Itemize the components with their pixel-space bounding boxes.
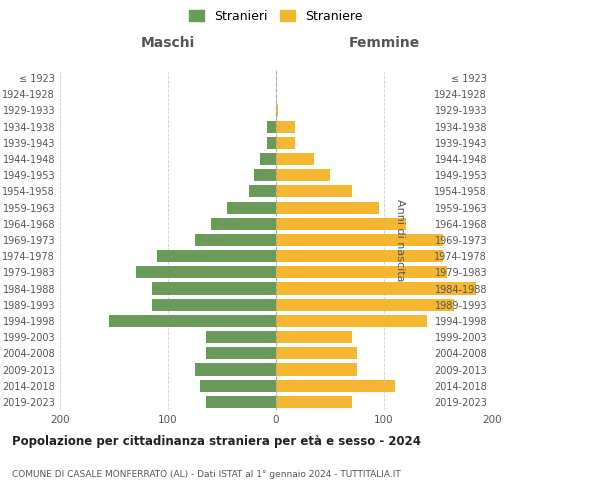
Text: Femmine: Femmine [349,36,419,50]
Bar [195,234,276,246]
Text: COMUNE DI CASALE MONFERRATO (AL) - Dati ISTAT al 1° gennaio 2024 - TUTTITALIA.IT: COMUNE DI CASALE MONFERRATO (AL) - Dati … [12,470,401,479]
Bar [276,266,446,278]
Y-axis label: Anni di nascita: Anni di nascita [395,198,406,281]
Bar [276,348,357,360]
Bar [276,282,476,294]
Bar [276,250,443,262]
Bar [260,153,276,165]
Bar [249,186,276,198]
Bar [195,364,276,376]
Bar [276,380,395,392]
Bar [211,218,276,230]
Bar [157,250,276,262]
Bar [276,331,352,343]
Bar [276,104,278,117]
Bar [206,331,276,343]
Text: Popolazione per cittadinanza straniera per età e sesso - 2024: Popolazione per cittadinanza straniera p… [12,435,421,448]
Bar [206,348,276,360]
Bar [109,315,276,327]
Bar [254,169,276,181]
Bar [276,137,295,149]
Bar [227,202,276,213]
Bar [276,120,295,132]
Bar [276,234,443,246]
Bar [200,380,276,392]
Bar [276,298,454,311]
Bar [136,266,276,278]
Bar [276,315,427,327]
Bar [276,153,314,165]
Bar [152,298,276,311]
Bar [276,186,352,198]
Bar [276,202,379,213]
Bar [268,120,276,132]
Text: Maschi: Maschi [141,36,195,50]
Bar [268,137,276,149]
Bar [276,218,406,230]
Bar [276,396,352,408]
Bar [152,282,276,294]
Bar [276,169,330,181]
Bar [206,396,276,408]
Legend: Stranieri, Straniere: Stranieri, Straniere [185,6,367,26]
Bar [276,364,357,376]
